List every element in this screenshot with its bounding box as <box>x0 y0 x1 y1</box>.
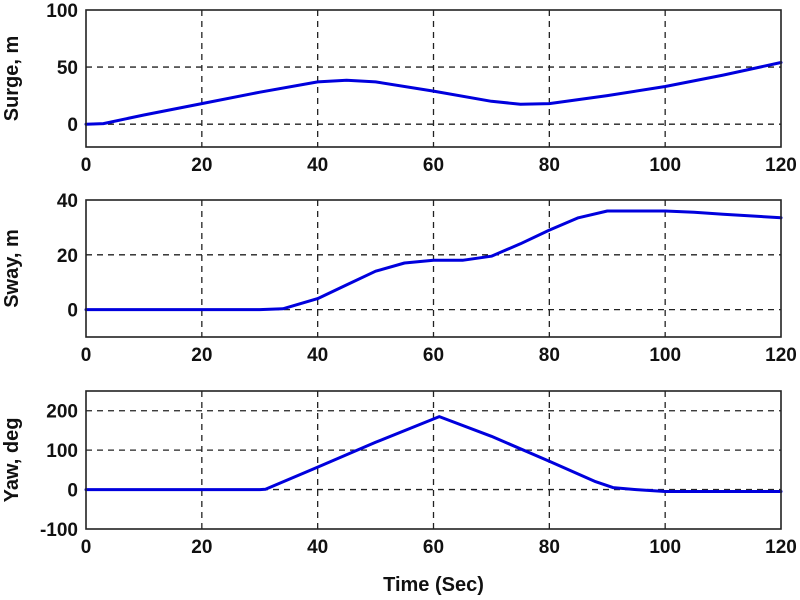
y-tick-label: 50 <box>57 58 78 79</box>
axes-frame <box>85 199 782 338</box>
y-tick-label: -100 <box>40 520 78 541</box>
x-tick-label: 60 <box>423 155 444 176</box>
x-tick-label: 40 <box>307 155 328 176</box>
y-tick-label: 40 <box>57 191 78 212</box>
x-tick-label: 100 <box>649 345 681 366</box>
y-tick-label: 200 <box>46 402 78 423</box>
x-tick-labels: 0 20 40 60 80 100 120 <box>81 155 797 176</box>
y-tick-labels: 0 20 40 <box>57 191 78 322</box>
x-tick-label: 120 <box>765 345 797 366</box>
x-tick-labels: 0 20 40 60 80 100 120 <box>81 537 797 558</box>
x-tick-label: 100 <box>649 155 681 176</box>
x-tick-label: 20 <box>191 537 212 558</box>
axes-frame <box>85 9 782 148</box>
x-tick-label: 100 <box>649 537 681 558</box>
y-tick-label: 100 <box>46 441 78 462</box>
y-tick-label: 20 <box>57 246 78 267</box>
y-tick-label: 100 <box>46 1 78 22</box>
x-tick-label: 20 <box>191 155 212 176</box>
x-tick-label: 60 <box>423 537 444 558</box>
x-tick-label: 120 <box>765 155 797 176</box>
surge-subplot: 0 20 40 60 80 100 120 0 50 100 Surge, m <box>1 1 797 176</box>
surge-y-axis-label: Surge, m <box>1 36 23 122</box>
y-tick-label: 0 <box>67 115 78 136</box>
x-tick-label: 80 <box>539 155 560 176</box>
surge-data-line <box>84 61 783 126</box>
sway-data-line <box>84 209 783 312</box>
x-tick-label: 20 <box>191 345 212 366</box>
x-tick-label: 80 <box>539 345 560 366</box>
y-tick-label: 0 <box>67 301 78 322</box>
yaw-y-axis-label: Yaw, deg <box>1 418 23 503</box>
x-tick-label: 80 <box>539 537 560 558</box>
x-tick-labels: 0 20 40 60 80 100 120 <box>81 345 797 366</box>
x-tick-label: 120 <box>765 537 797 558</box>
x-tick-label: 60 <box>423 345 444 366</box>
y-tick-labels: -100 0 100 200 <box>40 402 78 541</box>
x-tick-label: 40 <box>307 345 328 366</box>
x-tick-label: 0 <box>81 345 92 366</box>
grid-lines <box>86 10 781 147</box>
y-tick-labels: 0 50 100 <box>46 1 78 136</box>
x-tick-label: 40 <box>307 537 328 558</box>
y-tick-label: 0 <box>67 481 78 502</box>
sway-subplot: 0 20 40 60 80 100 120 0 20 40 Sway, m <box>1 191 797 366</box>
x-tick-label: 0 <box>81 155 92 176</box>
x-axis-label: Time (Sec) <box>383 574 484 596</box>
x-tick-label: 0 <box>81 537 92 558</box>
yaw-data-line <box>84 415 783 493</box>
sway-y-axis-label: Sway, m <box>1 229 23 308</box>
axes-frame <box>85 390 782 530</box>
